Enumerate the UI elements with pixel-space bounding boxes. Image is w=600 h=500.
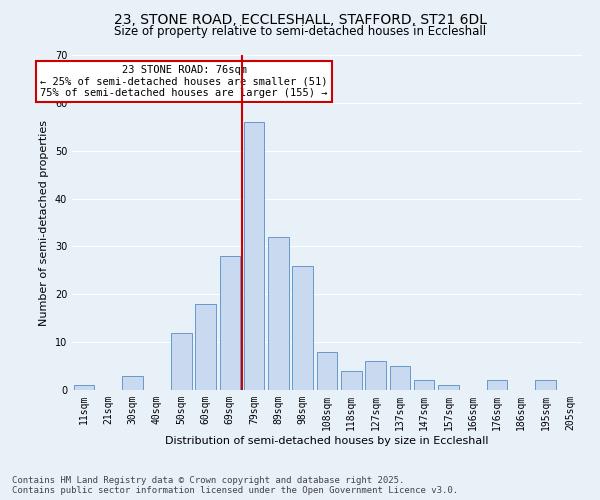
Bar: [414, 380, 434, 390]
X-axis label: Distribution of semi-detached houses by size in Eccleshall: Distribution of semi-detached houses by …: [165, 436, 489, 446]
Bar: [487, 380, 508, 390]
Bar: [389, 366, 410, 390]
Bar: [438, 385, 459, 390]
Bar: [244, 122, 265, 390]
Bar: [171, 332, 191, 390]
Text: Contains HM Land Registry data © Crown copyright and database right 2025.
Contai: Contains HM Land Registry data © Crown c…: [12, 476, 458, 495]
Bar: [365, 362, 386, 390]
Bar: [74, 385, 94, 390]
Y-axis label: Number of semi-detached properties: Number of semi-detached properties: [39, 120, 49, 326]
Bar: [292, 266, 313, 390]
Bar: [220, 256, 240, 390]
Text: 23 STONE ROAD: 76sqm
← 25% of semi-detached houses are smaller (51)
75% of semi-: 23 STONE ROAD: 76sqm ← 25% of semi-detac…: [40, 65, 328, 98]
Bar: [122, 376, 143, 390]
Bar: [195, 304, 216, 390]
Text: Size of property relative to semi-detached houses in Eccleshall: Size of property relative to semi-detach…: [114, 25, 486, 38]
Bar: [341, 371, 362, 390]
Bar: [268, 237, 289, 390]
Text: 23, STONE ROAD, ECCLESHALL, STAFFORD, ST21 6DL: 23, STONE ROAD, ECCLESHALL, STAFFORD, ST…: [113, 12, 487, 26]
Bar: [317, 352, 337, 390]
Bar: [535, 380, 556, 390]
